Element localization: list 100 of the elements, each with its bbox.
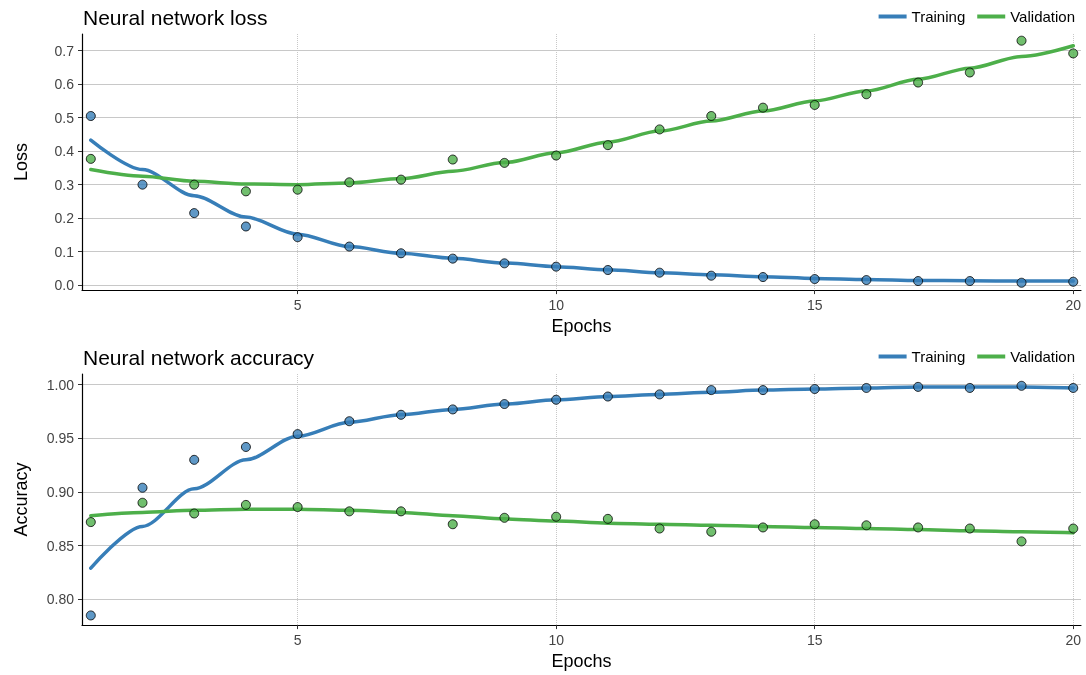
point — [137, 179, 148, 190]
point — [240, 186, 251, 197]
x-tick-label: 15 — [806, 632, 823, 649]
point — [189, 179, 200, 190]
point — [396, 248, 407, 259]
point — [137, 497, 148, 508]
x-tick-label: 5 — [293, 632, 302, 649]
point — [1016, 277, 1027, 288]
x-tick-label: 10 — [548, 632, 565, 649]
y-tick-label: 0.95 — [46, 430, 75, 447]
y-tick-label: 0.1 — [54, 243, 75, 260]
point — [964, 67, 975, 78]
y-tick-label: 0.80 — [46, 591, 75, 608]
point — [396, 409, 407, 420]
point — [499, 399, 510, 410]
point — [758, 102, 768, 113]
point — [861, 275, 872, 286]
x-axis-title: Epochs — [551, 316, 612, 336]
point — [240, 441, 251, 452]
point — [189, 508, 200, 519]
point — [85, 153, 96, 164]
chart-title: Neural network accuracy — [83, 346, 315, 369]
point — [654, 124, 665, 135]
point — [809, 519, 820, 530]
y-tick-label: 0.5 — [54, 109, 75, 126]
y-tick-label: 0.0 — [54, 277, 75, 294]
y-tick-label: 0.7 — [54, 42, 75, 59]
point — [396, 174, 407, 185]
point — [551, 511, 562, 522]
point — [706, 385, 717, 396]
point — [706, 270, 717, 281]
point — [1068, 276, 1079, 287]
point — [964, 523, 975, 534]
point — [913, 77, 924, 88]
point — [292, 502, 303, 513]
point — [499, 157, 510, 168]
point — [602, 513, 613, 524]
point — [809, 384, 820, 395]
point — [913, 522, 924, 533]
point — [602, 140, 613, 151]
point — [706, 111, 717, 122]
point — [137, 482, 148, 493]
y-tick-label: 0.6 — [54, 76, 75, 93]
point — [499, 512, 510, 523]
point — [240, 499, 251, 510]
point — [292, 429, 303, 440]
point — [551, 150, 562, 161]
point — [913, 381, 924, 392]
x-tick-label: 20 — [1065, 632, 1082, 649]
point — [706, 526, 717, 537]
point — [1016, 380, 1027, 391]
point — [447, 519, 458, 530]
point — [809, 274, 820, 285]
point — [1016, 35, 1027, 46]
point — [85, 610, 96, 621]
point — [292, 184, 303, 195]
chart-title: Neural network loss — [83, 6, 268, 29]
point — [861, 520, 872, 531]
point — [1068, 523, 1079, 534]
point — [189, 208, 200, 219]
y-tick-label: 1.00 — [46, 376, 75, 393]
point — [602, 265, 613, 276]
x-tick-label: 5 — [293, 297, 302, 314]
point — [396, 506, 407, 517]
point — [189, 454, 200, 465]
point — [913, 276, 924, 287]
point — [551, 261, 562, 272]
y-tick-label: 0.2 — [54, 210, 75, 227]
point — [758, 522, 768, 533]
point — [344, 241, 355, 252]
point — [1068, 382, 1079, 393]
point — [551, 394, 562, 405]
point — [499, 258, 510, 269]
point — [861, 382, 872, 393]
point — [344, 177, 355, 188]
point — [240, 221, 251, 232]
point — [654, 523, 665, 534]
point — [447, 404, 458, 415]
y-axis-title: Accuracy — [11, 462, 31, 537]
legend-label: Validation — [1010, 348, 1076, 365]
point — [758, 385, 768, 396]
point — [85, 517, 96, 528]
point — [964, 382, 975, 393]
point — [654, 389, 665, 400]
point — [292, 232, 303, 243]
point — [964, 276, 975, 287]
point — [602, 391, 613, 402]
x-tick-label: 10 — [548, 297, 565, 314]
point — [809, 99, 820, 110]
legend-label: Validation — [1010, 8, 1076, 25]
point — [344, 506, 355, 517]
point — [85, 111, 96, 122]
x-tick-label: 15 — [806, 297, 823, 314]
y-tick-label: 0.90 — [46, 484, 75, 501]
y-axis-title: Loss — [11, 143, 31, 182]
point — [447, 154, 458, 165]
legend-label: Training — [911, 8, 966, 25]
point — [861, 89, 872, 100]
y-tick-label: 0.85 — [46, 537, 75, 554]
point — [1068, 48, 1079, 59]
